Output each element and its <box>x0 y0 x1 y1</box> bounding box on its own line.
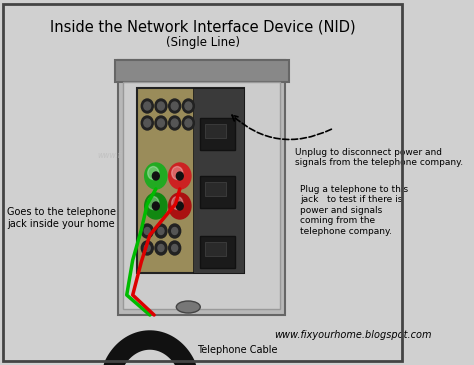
Circle shape <box>172 245 178 251</box>
Circle shape <box>171 102 178 110</box>
Circle shape <box>158 227 164 234</box>
Circle shape <box>155 241 167 255</box>
Circle shape <box>157 119 164 127</box>
Bar <box>200 176 236 208</box>
Circle shape <box>185 119 192 127</box>
Circle shape <box>145 193 167 219</box>
Bar <box>118 60 285 315</box>
Bar <box>200 118 236 150</box>
Text: www.fixyourhome.blogspot.com: www.fixyourhome.blogspot.com <box>97 150 220 160</box>
Circle shape <box>176 172 183 180</box>
Circle shape <box>169 193 191 219</box>
Circle shape <box>185 102 192 110</box>
Circle shape <box>169 116 181 130</box>
Circle shape <box>172 196 183 210</box>
Circle shape <box>144 119 151 127</box>
Circle shape <box>148 196 159 210</box>
Text: Unplug to disconnect power and
signals from the telephone company.: Unplug to disconnect power and signals f… <box>295 148 464 168</box>
Circle shape <box>158 245 164 251</box>
Circle shape <box>172 166 183 180</box>
Circle shape <box>171 119 178 127</box>
Circle shape <box>155 116 167 130</box>
Circle shape <box>144 102 151 110</box>
Ellipse shape <box>176 301 201 313</box>
Text: (Single Line): (Single Line) <box>166 36 240 49</box>
Circle shape <box>153 202 159 210</box>
Circle shape <box>145 163 167 189</box>
Circle shape <box>169 241 181 255</box>
Circle shape <box>155 99 167 113</box>
Bar <box>192 88 244 273</box>
Bar <box>200 236 236 268</box>
Bar <box>205 242 226 256</box>
Circle shape <box>157 102 164 110</box>
Bar <box>137 88 244 273</box>
Text: Plug a telephone to this
jack   to test if there is
power and signals
coming fro: Plug a telephone to this jack to test if… <box>300 185 408 235</box>
Circle shape <box>155 224 167 238</box>
Text: Red Wire: Red Wire <box>153 207 199 217</box>
Circle shape <box>176 202 183 210</box>
Circle shape <box>141 241 153 255</box>
FancyArrowPatch shape <box>232 115 331 139</box>
Bar <box>115 60 289 82</box>
Circle shape <box>141 116 153 130</box>
Text: Inside the Network Interface Device (NID): Inside the Network Interface Device (NID… <box>50 20 356 35</box>
Bar <box>205 182 226 196</box>
Circle shape <box>182 116 194 130</box>
Circle shape <box>144 227 150 234</box>
Circle shape <box>153 172 159 180</box>
Circle shape <box>169 163 191 189</box>
Circle shape <box>144 245 150 251</box>
Circle shape <box>169 99 181 113</box>
Bar <box>205 124 226 138</box>
Circle shape <box>172 227 178 234</box>
Circle shape <box>141 99 153 113</box>
Bar <box>123 82 280 309</box>
Text: Telephone Cable: Telephone Cable <box>197 345 277 355</box>
Circle shape <box>148 166 159 180</box>
Circle shape <box>169 224 181 238</box>
Text: www.fixyourhome.blogspot.com: www.fixyourhome.blogspot.com <box>274 330 431 340</box>
Circle shape <box>182 99 194 113</box>
Text: Green Wire: Green Wire <box>153 110 211 160</box>
Text: Goes to the telephone
jack inside your home: Goes to the telephone jack inside your h… <box>7 207 116 229</box>
Circle shape <box>141 224 153 238</box>
